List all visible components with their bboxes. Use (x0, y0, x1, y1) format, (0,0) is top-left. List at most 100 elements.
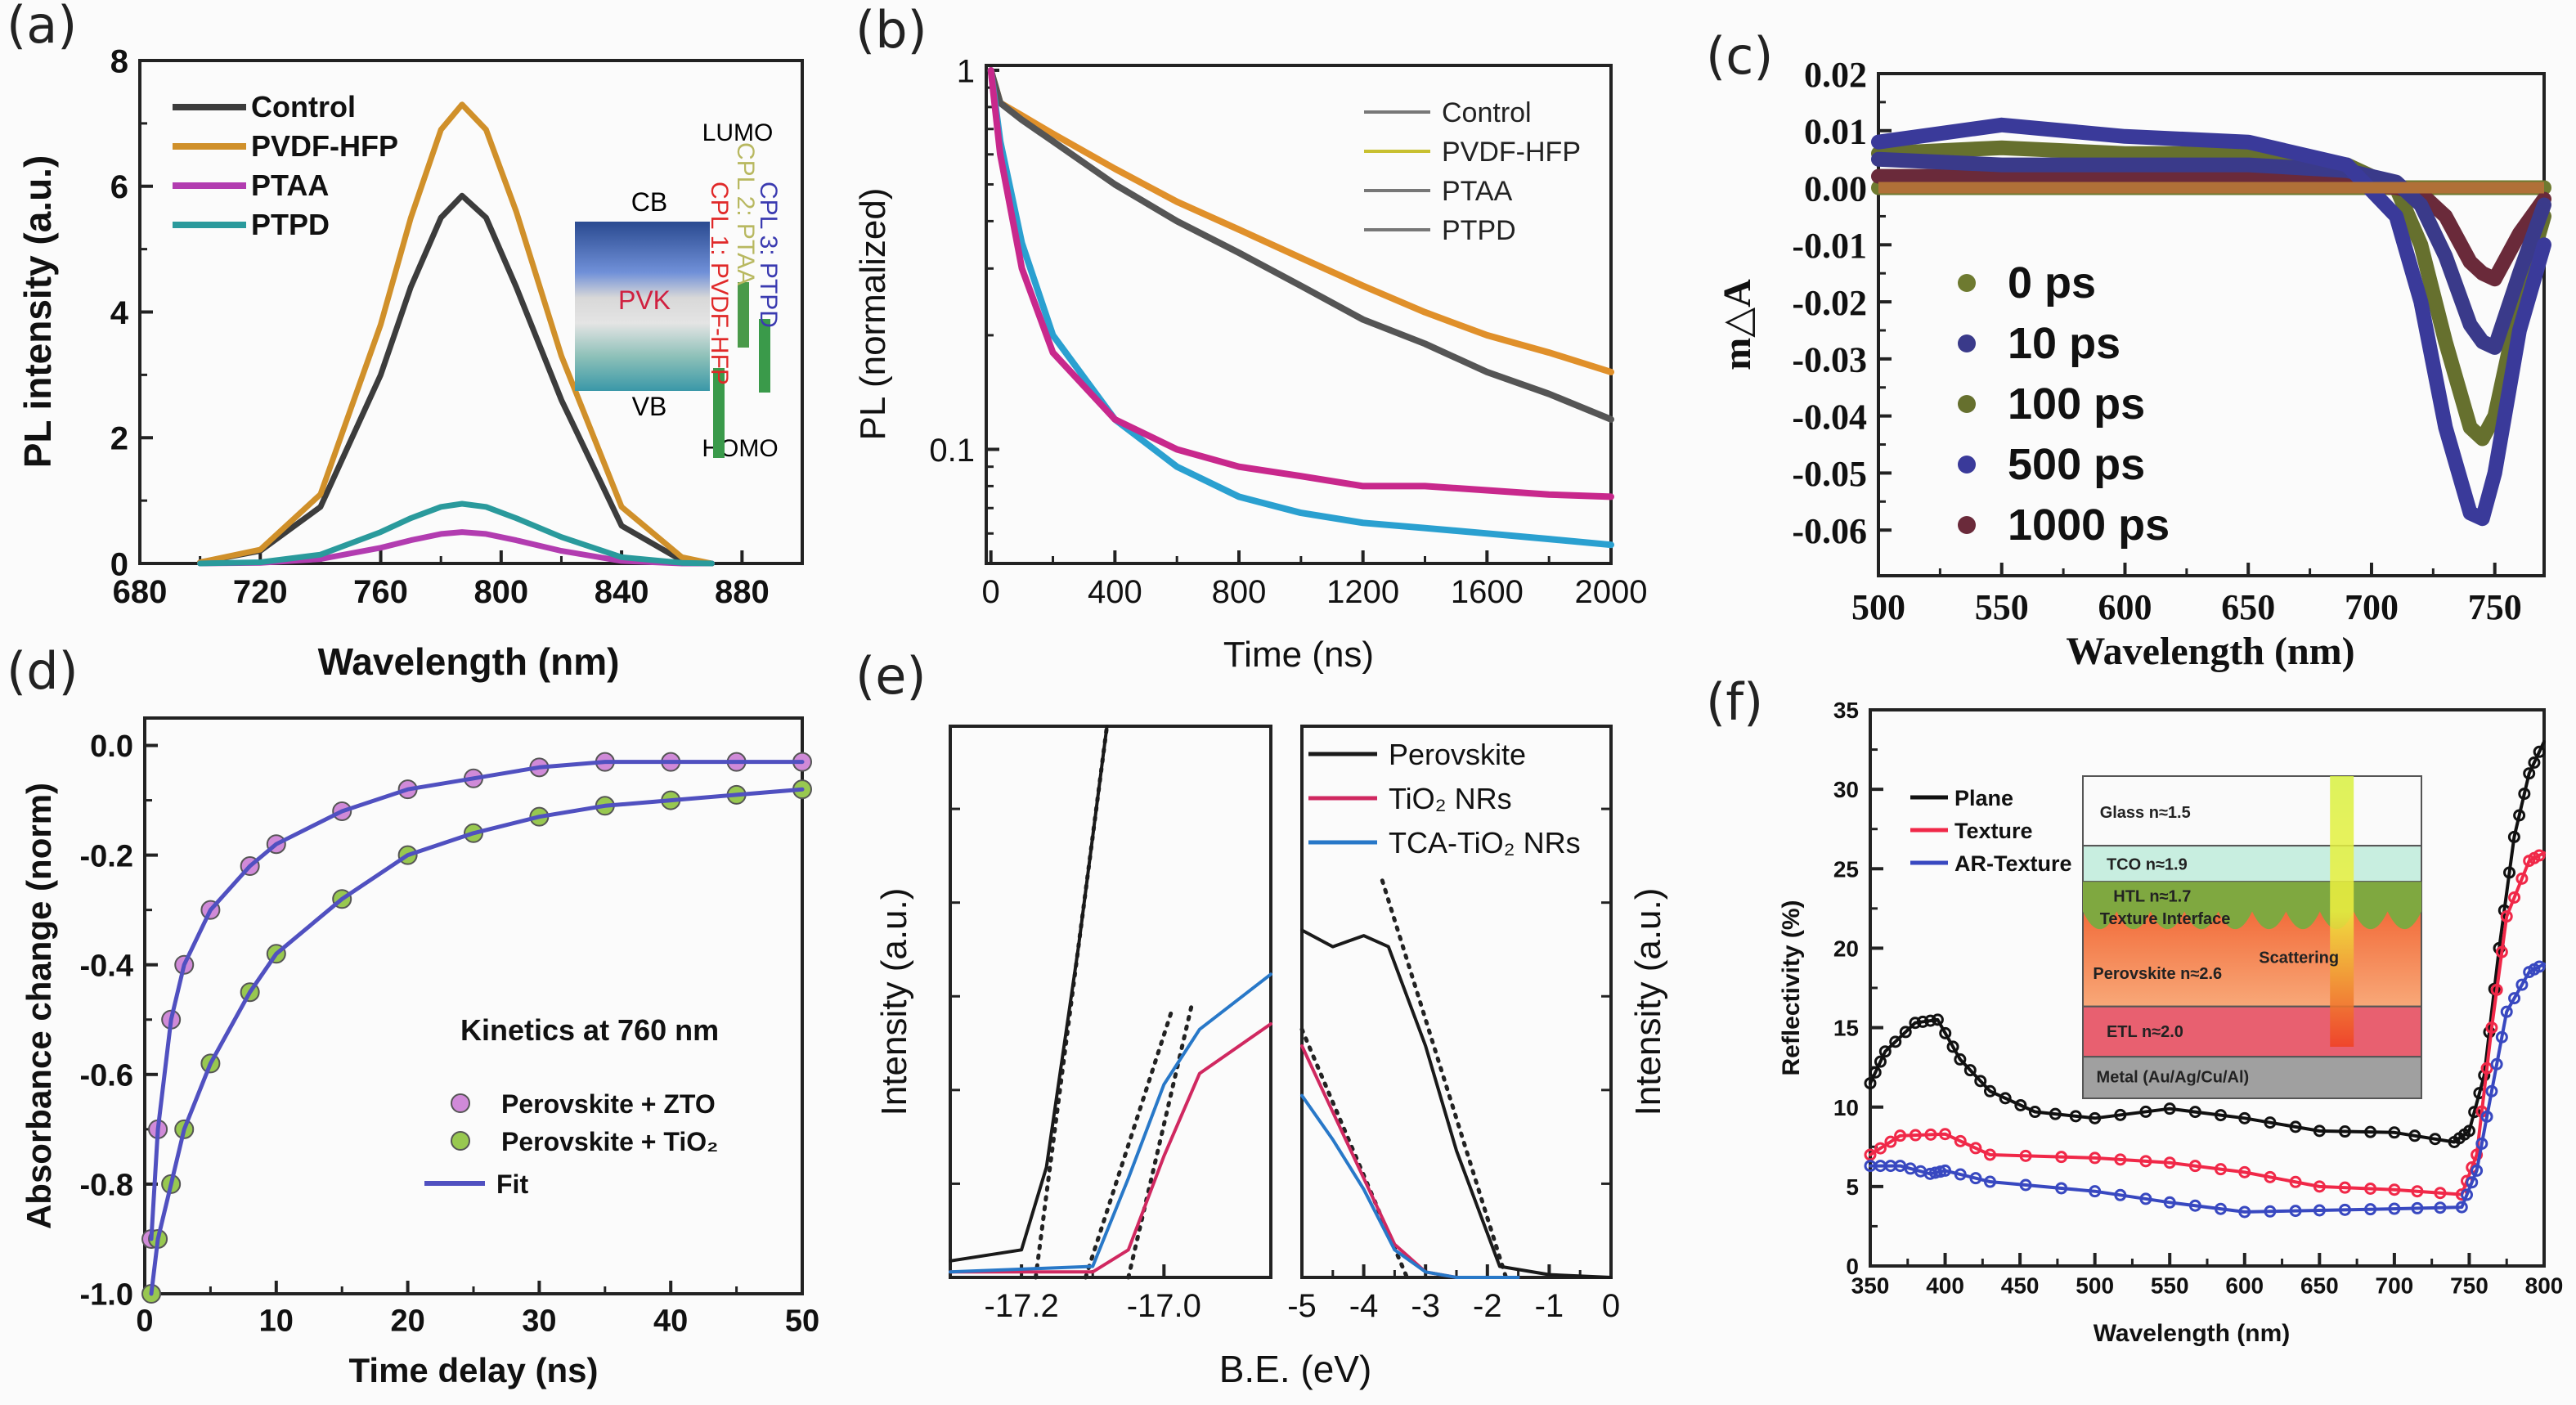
data-marker (2411, 1201, 2424, 1214)
panel-label: (c) (1706, 26, 1773, 86)
data-marker (2114, 1153, 2127, 1166)
x-axis-label: Time (ns) (1223, 635, 1374, 675)
data-marker (2055, 1151, 2068, 1164)
data-marker (2480, 1110, 2493, 1123)
data-marker (1899, 1026, 1912, 1039)
fit-line-tio2 (149, 787, 805, 1296)
data-marker (2364, 1125, 2377, 1138)
cpl2-level-bar (738, 282, 749, 348)
x-tick-label: 750 (2450, 1273, 2488, 1299)
axes-c: 500 550 600 650 700 750 0.02 0.01 0.00 -0.01 -0.02… (1706, 26, 2551, 673)
guide-dotted-line (1380, 878, 1508, 1280)
data-marker (2214, 1109, 2227, 1122)
cpl-label: CPL 3: PTPD (755, 182, 782, 328)
series-line-pvdf-hfp (197, 101, 715, 567)
y-axis-label: Reflectivity (%) (1778, 900, 1805, 1075)
x-axis-label: B.E. (eV) (1219, 1348, 1372, 1390)
data-marker (1884, 1135, 1897, 1148)
data-marker (2461, 1188, 2474, 1201)
legend-label: PTPD (251, 208, 330, 241)
x-axis-label: Wavelength (nm) (318, 640, 620, 683)
x-tick-label: 350 (1851, 1273, 1890, 1299)
data-marker (2014, 1098, 2027, 1111)
x-tick-label: 400 (1926, 1273, 1964, 1299)
axes-e2: -5 -4 -3 -2 -1 0 (1287, 725, 1620, 1324)
data-marker (2503, 866, 2516, 879)
data-marker (2466, 1176, 2479, 1189)
series-line-tca-tio₂-nrs (1300, 1093, 1520, 1279)
y-tick-label: 8 (110, 43, 128, 79)
y-tick-label: 5 (1846, 1174, 1859, 1200)
panel-label: (a) (7, 0, 77, 55)
fit-line-zto (149, 760, 805, 1241)
legend-label: Fit (496, 1169, 528, 1199)
inset-layer-label: Metal (Au/Ag/Cu/Al) (2097, 1068, 2250, 1086)
y-axis-label-right: Intensity (a.u.) (1628, 888, 1668, 1116)
data-marker (2485, 1021, 2498, 1035)
series-band-500-ps (1871, 117, 2551, 527)
y-tick-label: 15 (1833, 1016, 1859, 1041)
data-marker (2238, 1165, 2251, 1178)
data-marker (2364, 1203, 2377, 1216)
glass-layer (2082, 775, 2422, 847)
x-tick-label: 550 (1975, 587, 2029, 627)
pvk-label: PVK (618, 285, 671, 315)
data-marker (2338, 1181, 2351, 1194)
data-marker (2408, 1129, 2421, 1142)
data-marker (2513, 809, 2526, 822)
y-tick-label: -0.01 (1792, 226, 1867, 266)
data-marker (1983, 1084, 1996, 1098)
cpl-label: CPL 1: PVDF-HFP (706, 182, 733, 385)
y-axis-label: m△A (1716, 279, 1759, 370)
x-tick-label: -17.2 (985, 1288, 1059, 1324)
y-axis-label: PL (normalized) (853, 188, 893, 441)
data-marker (2238, 1205, 2251, 1219)
data-marker (1864, 1148, 1877, 1161)
data-marker (1869, 1066, 1882, 1079)
data-marker (2388, 1183, 2401, 1196)
x-tick-label: 760 (353, 574, 408, 610)
legend-label: PTPD (1442, 215, 1516, 246)
y-tick-label: 10 (1833, 1095, 1859, 1120)
series-line-ptpd (987, 67, 1614, 549)
data-marker (2163, 1196, 2176, 1209)
x-tick-label: -17.0 (1127, 1288, 1201, 1324)
data-marker (2313, 1124, 2326, 1138)
x-tick-label: 0 (136, 1304, 153, 1339)
y-tick-label: -0.03 (1792, 340, 1867, 380)
data-marker (1931, 1013, 1944, 1026)
legend-label: Perovskite (1389, 738, 1526, 771)
data-marker (2089, 1185, 2102, 1198)
legend-label: AR-Texture (1954, 851, 2072, 876)
data-marker (2490, 983, 2503, 996)
data-marker (2139, 1105, 2152, 1118)
metal-layer (2082, 1056, 2422, 1099)
panel-label: (e) (855, 646, 927, 706)
data-marker (2019, 1149, 2032, 1162)
x-tick-label: 700 (2376, 1273, 2414, 1299)
data-marker (2264, 1116, 2277, 1129)
x-tick-label: -2 (1473, 1288, 1502, 1324)
legend-label: 1000 ps (2008, 501, 2170, 550)
x-tick-label: 30 (522, 1304, 556, 1339)
data-marker (1954, 1053, 1967, 1066)
cb-label: CB (631, 187, 667, 217)
pvk-band-box (575, 222, 710, 391)
data-marker (2214, 1163, 2227, 1176)
data-marker (1939, 1026, 1952, 1039)
data-marker (2188, 1160, 2201, 1173)
data-marker (2049, 1107, 2062, 1120)
data-marker (1939, 1128, 1952, 1141)
y-tick-label: -0.02 (1792, 283, 1867, 323)
y-tick-label: -0.2 (80, 839, 133, 873)
data-marker (2188, 1106, 2201, 1119)
data-marker (2508, 992, 2521, 1005)
data-marker (2434, 1201, 2447, 1214)
panel-label: (f) (1706, 672, 1763, 732)
y-axis-label: Absorbance change (norm) (20, 783, 58, 1229)
data-marker (1909, 1017, 1922, 1030)
x-tick-label: 800 (1212, 574, 1267, 610)
cpl-label: CPL 2: PTAA (732, 142, 759, 285)
y-tick-label: 0 (110, 546, 128, 582)
